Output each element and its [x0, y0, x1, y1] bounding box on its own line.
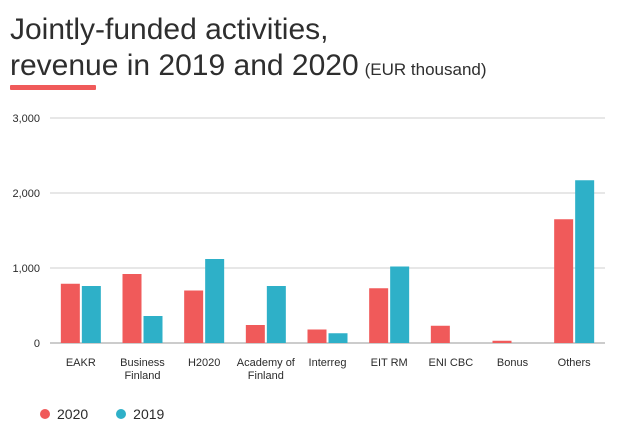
y-tick-label: 0	[34, 338, 40, 350]
y-tick-label: 3,000	[12, 113, 40, 125]
legend-swatch-2020	[40, 409, 50, 419]
bar-2019	[205, 259, 225, 343]
legend: 2020 2019	[40, 406, 164, 422]
x-tick-label: EIT RM	[371, 357, 408, 369]
bar-2020	[492, 340, 512, 343]
legend-label-2019: 2019	[133, 406, 165, 422]
bar-2019	[328, 333, 348, 343]
x-tick-label: Others	[558, 357, 592, 369]
bar-2019	[143, 316, 163, 343]
x-tick-label: ENI CBC	[429, 357, 474, 369]
bar-2019	[81, 286, 101, 343]
bar-2020	[122, 274, 142, 343]
bar-2020	[245, 325, 265, 343]
title-line-2-text: revenue in 2019 and 2020	[10, 49, 359, 82]
bar-2020	[369, 288, 389, 343]
title-unit: (EUR thousand)	[364, 60, 487, 79]
y-tick-label: 1,000	[12, 263, 40, 275]
title-accent-bar	[10, 85, 96, 90]
x-tick-label: Business Finland	[120, 357, 165, 382]
bar-chart: 0 1,000 2,000 3,000 EAKR Business Finland H2020…	[12, 113, 605, 382]
legend-item-2019: 2019	[116, 406, 164, 422]
bar-2020	[60, 283, 80, 343]
bar-2019	[575, 180, 595, 343]
bar-2020	[430, 325, 450, 343]
title-line-1: Jointly-funded activities,	[10, 13, 329, 46]
legend-item-2020: 2020	[40, 406, 88, 422]
title-line-2: revenue in 2019 and 2020 (EUR thousand)	[10, 48, 487, 88]
bar-2020	[307, 329, 327, 343]
x-tick-label: EAKR	[66, 357, 96, 369]
x-tick-label: H2020	[188, 357, 220, 369]
x-tick-label: Bonus	[497, 357, 529, 369]
bar-2020	[184, 290, 204, 343]
x-tick-label: Interreg	[309, 357, 347, 369]
legend-swatch-2019	[116, 409, 127, 419]
legend-label-2020: 2020	[57, 406, 89, 422]
y-tick-label: 2,000	[12, 188, 40, 200]
chart-title: Jointly-funded activities, revenue in 20…	[10, 12, 487, 88]
bar-2020	[554, 219, 574, 343]
bar-2019	[390, 266, 410, 343]
x-tick-label: Academy of Finland	[237, 357, 296, 382]
bar-2019	[266, 286, 286, 343]
